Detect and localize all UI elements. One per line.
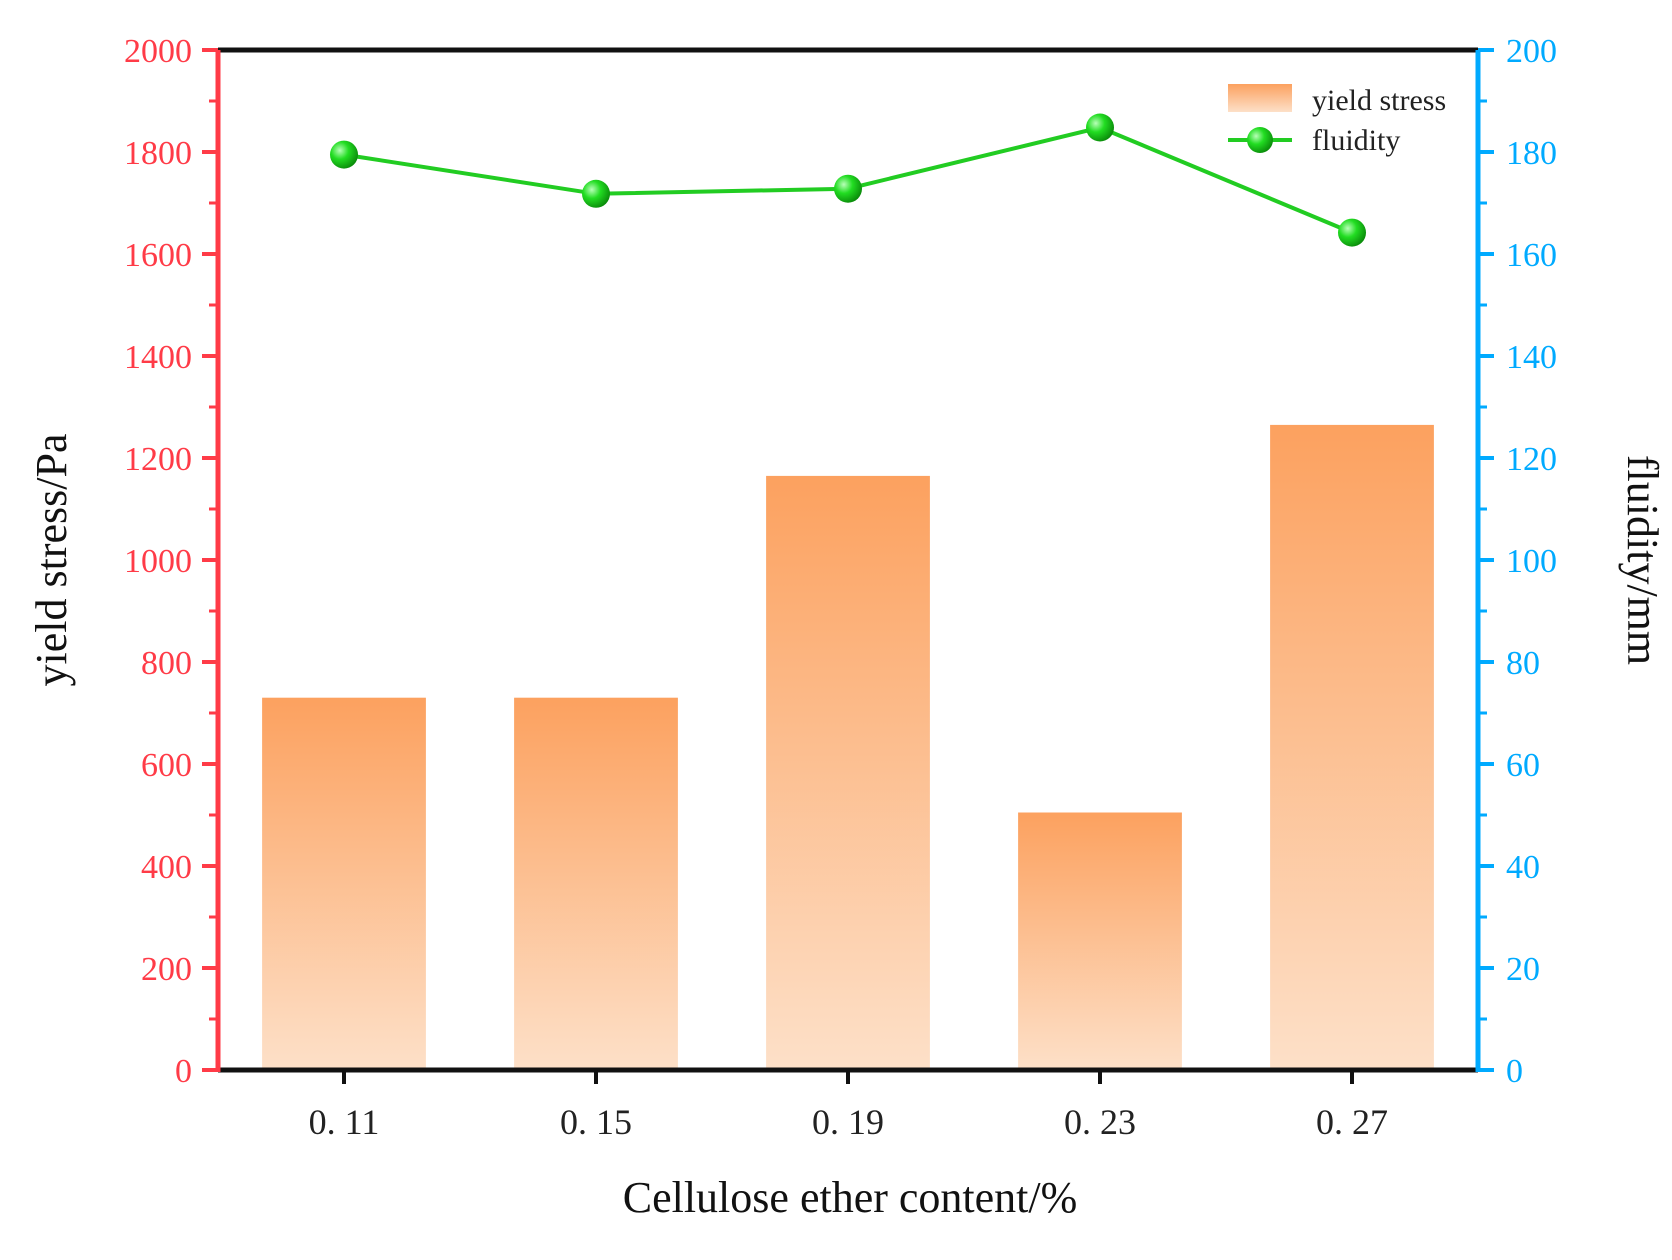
left-tick-label: 0 (175, 1053, 192, 1090)
x-tick-label: 0. 27 (1316, 1102, 1388, 1142)
left-tick-label: 400 (141, 849, 192, 886)
bar-0 (262, 697, 426, 1070)
bars-layer (262, 424, 1434, 1070)
left-tick-label: 2000 (124, 33, 192, 70)
x-axis-title: Cellulose ether content/% (623, 1173, 1078, 1222)
left-tick-label: 200 (141, 951, 192, 988)
legend-label-yield-stress: yield stress (1312, 84, 1446, 117)
left-y-axis-ticks: 0 200 400 600 800 1000 1200 1400 1600 1800 2000 (124, 33, 218, 1090)
y2-axis-title: fluidity/mm (1618, 455, 1667, 665)
x-tick-label: 0. 15 (560, 1102, 632, 1142)
right-tick-label: 80 (1506, 645, 1540, 682)
legend-label-fluidity: fluidity (1312, 124, 1400, 157)
bar-3 (1018, 812, 1182, 1070)
right-y-axis-ticks: 0 20 40 60 80 100 120 140 160 180 200 (1478, 33, 1557, 1090)
x-tick-label: 0. 23 (1064, 1102, 1136, 1142)
right-tick-label: 20 (1506, 951, 1540, 988)
right-tick-label: 40 (1506, 849, 1540, 886)
left-tick-label: 1400 (124, 339, 192, 376)
fluidity-point-4 (1338, 218, 1366, 247)
x-tick-label: 0. 11 (309, 1102, 380, 1142)
left-tick-label: 600 (141, 747, 192, 784)
bar-2 (766, 475, 930, 1070)
left-tick-label: 1800 (124, 135, 192, 172)
y-axis-title: yield stress/Pa (27, 434, 76, 687)
left-tick-label: 800 (141, 645, 192, 682)
fluidity-line-layer (330, 113, 1366, 247)
right-tick-label: 100 (1506, 543, 1557, 580)
fluidity-point-3 (1086, 113, 1114, 142)
right-tick-label: 60 (1506, 747, 1540, 784)
right-tick-label: 0 (1506, 1053, 1523, 1090)
legend-bar-swatch (1228, 84, 1292, 112)
right-tick-label: 180 (1506, 135, 1557, 172)
right-tick-label: 160 (1506, 237, 1557, 274)
left-tick-label: 1000 (124, 543, 192, 580)
right-tick-label: 120 (1506, 441, 1557, 478)
bar-1 (514, 697, 678, 1070)
legend-marker-swatch (1247, 127, 1273, 153)
x-tick-label: 0. 19 (812, 1102, 884, 1142)
right-tick-label: 140 (1506, 339, 1557, 376)
fluidity-point-1 (582, 179, 610, 208)
right-tick-label: 200 (1506, 33, 1557, 70)
fluidity-point-0 (330, 140, 358, 169)
left-tick-label: 1200 (124, 441, 192, 478)
fluidity-point-2 (834, 174, 862, 203)
legend: yield stress fluidity (1228, 84, 1446, 157)
bar-4 (1270, 424, 1434, 1070)
x-axis-ticks: 0. 11 0. 15 0. 19 0. 23 0. 27 (309, 1070, 1388, 1142)
left-tick-label: 1600 (124, 237, 192, 274)
